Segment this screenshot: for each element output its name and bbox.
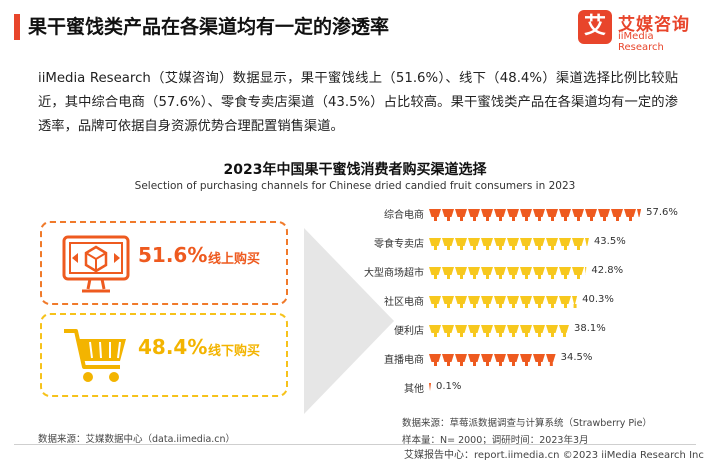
value-label: 43.5% [593, 236, 626, 247]
sample-note: 样本量：N= 2000；调研时间：2023年3月 [402, 435, 589, 446]
online-share-card: 51.6% 线上购买 [40, 221, 288, 305]
value-label: 0.1% [436, 381, 462, 392]
bar [429, 354, 556, 366]
funnel-arrow-shape [304, 228, 394, 414]
online-label: 线上购买 [208, 252, 261, 267]
category-label: 直播电商 [384, 355, 424, 366]
logo-mark-icon: 艾 [578, 10, 612, 44]
bar [429, 209, 642, 221]
category-label: 零食专卖店 [374, 239, 424, 250]
shopping-cart-icon [64, 329, 126, 382]
brand-logo: 艾 艾媒咨询 iiMedia Research [578, 10, 700, 53]
intro-paragraph: iiMedia Research（艾媒咨询）数据显示，果干蜜饯线上（51.6%）… [38, 71, 678, 134]
footer-divider [14, 444, 696, 445]
category-label: 综合电商 [384, 210, 424, 221]
title-accent-bar [14, 14, 20, 40]
offline-label: 线下购买 [208, 344, 261, 359]
bar [429, 238, 589, 250]
bar [429, 296, 578, 308]
bar [429, 325, 569, 337]
bar [429, 267, 587, 279]
category-label: 便利店 [394, 326, 424, 337]
source-note: 数据来源：草莓派数据调查与计算系统（Strawberry Pie） [402, 418, 652, 429]
value-label: 42.8% [591, 265, 624, 276]
bar [429, 383, 431, 391]
offline-percentage: 48.4% [138, 335, 208, 359]
online-percentage: 51.6% [138, 243, 208, 267]
category-label: 社区电商 [384, 297, 424, 308]
chart-title: 2023年中国果干蜜饯消费者购买渠道选择 [223, 162, 487, 178]
category-label: 其他 [404, 384, 424, 395]
value-label: 38.1% [573, 323, 606, 334]
value-label: 34.5% [560, 352, 593, 363]
footer-source: 数据来源：艾媒数据中心（data.iimedia.cn） [38, 434, 236, 445]
offline-share-card: 48.4% 线下购买 [40, 313, 288, 397]
chart-subtitle: Selection of purchasing channels for Chi… [134, 180, 576, 192]
logo-english-name: iiMedia Research [618, 31, 664, 53]
category-label: 大型商场超市 [364, 268, 424, 279]
value-label: 40.3% [582, 294, 614, 305]
monitor-icon [62, 235, 130, 293]
value-label: 57.6% [646, 207, 678, 218]
footer-report-center: 艾媒报告中心：report.iimedia.cn ©2023 iiMedia R… [404, 450, 704, 461]
page-title: 果干蜜饯类产品在各渠道均有一定的渗透率 [28, 16, 390, 38]
logo-chinese-name: 艾媒咨询 [618, 15, 690, 35]
